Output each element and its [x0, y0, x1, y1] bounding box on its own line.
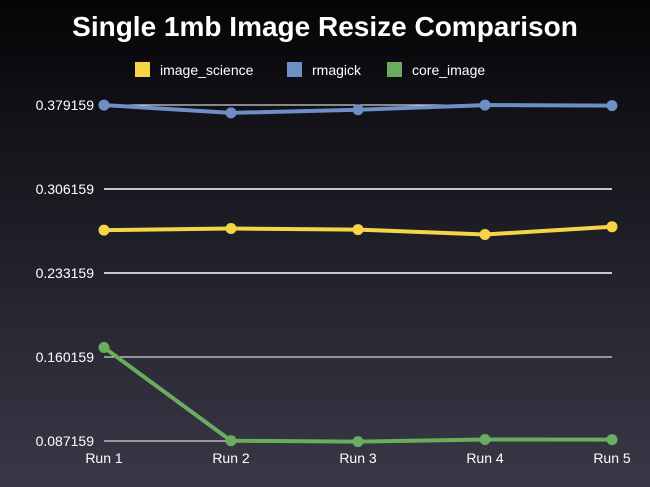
data-point-image_science [98, 224, 110, 236]
data-point-core_image [98, 342, 110, 354]
data-point-image_science [479, 229, 491, 241]
data-point-rmagick [98, 99, 110, 111]
y-axis-ticks: 0.087159 0.160159 0.233159 0.306159 0.379159 [36, 97, 95, 449]
grid-lines [104, 104, 612, 442]
x-tick-label: Run 1 [85, 450, 123, 466]
data-point-rmagick [606, 100, 618, 112]
series-line-core_image [102, 345, 614, 444]
y-tick-label: 0.306159 [36, 181, 95, 197]
data-point-image_science [606, 221, 618, 233]
data-point-image_science [352, 224, 364, 236]
x-axis-ticks: Run 1 Run 2 Run 3 Run 4 Run 5 [85, 450, 631, 466]
data-point-core_image [352, 436, 364, 448]
data-point-core_image [606, 434, 618, 446]
series-group [98, 99, 618, 448]
x-tick-label: Run 2 [212, 450, 250, 466]
x-tick-label: Run 3 [339, 450, 377, 466]
x-tick-label: Run 4 [466, 450, 504, 466]
legend-label-image_science: image_science [160, 62, 254, 78]
legend-label-rmagick: rmagick [312, 62, 362, 78]
legend-swatch-core_image [387, 62, 402, 77]
legend-label-core_image: core_image [412, 62, 485, 78]
y-tick-label: 0.160159 [36, 349, 95, 365]
data-point-core_image [225, 435, 237, 447]
y-tick-label: 0.087159 [36, 433, 95, 449]
data-point-core_image [479, 433, 491, 445]
data-point-rmagick [479, 99, 491, 111]
y-tick-label: 0.379159 [36, 97, 95, 113]
x-tick-label: Run 5 [593, 450, 631, 466]
legend-swatch-image_science [135, 62, 150, 77]
chart-title: Single 1mb Image Resize Comparison [72, 11, 578, 42]
legend: image_science rmagick core_image [135, 62, 485, 78]
data-point-rmagick [225, 107, 237, 119]
y-tick-label: 0.233159 [36, 265, 95, 281]
legend-swatch-rmagick [287, 62, 302, 77]
data-point-image_science [225, 223, 237, 235]
data-point-rmagick [352, 104, 364, 116]
